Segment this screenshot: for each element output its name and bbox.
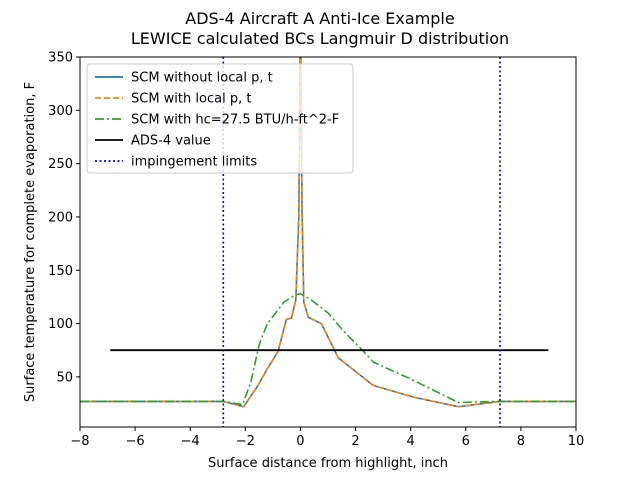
legend-label: SCM without local p, t [131,71,273,86]
x-tick-label: 6 [462,434,470,449]
legend-label: SCM with local p, t [131,92,251,107]
y-tick-label: 150 [48,264,73,279]
series-scm-with-local-p-t [80,57,576,408]
chart-title: ADS-4 Aircraft A Anti-Ice Example [185,9,454,28]
y-tick-label: 50 [56,370,73,385]
x-tick-label: 0 [296,434,304,449]
x-tick-label: −6 [126,434,145,449]
y-tick-label: 250 [48,157,73,172]
plot-frame [79,56,577,428]
x-tick-label: 8 [517,434,525,449]
x-tick-label: −2 [236,434,255,449]
y-axis-label: Surface temperature for complete evapora… [23,82,38,402]
y-tick-label: 200 [48,210,73,225]
y-tick-label: 100 [48,317,73,332]
legend-label: SCM with hc=27.5 BTU/h-ft^2-F [131,113,339,128]
x-tick-label: −4 [181,434,200,449]
legend-box [86,63,354,174]
chart-subtitle: LEWICE calculated BCs Langmuir D distrib… [131,29,509,48]
x-tick-label: 2 [351,434,359,449]
x-axis-label: Surface distance from highlight, inch [208,456,448,471]
y-tick-label: 300 [48,104,73,119]
x-tick-label: 10 [568,434,585,449]
x-tick-label: 4 [407,434,415,449]
x-tick-label: −8 [70,434,89,449]
series-scm-with-hc-27-5-btu-h-ft-2-f [80,292,576,406]
legend-label: impingement limits [131,155,257,170]
legend: SCM without local p, t SCM with local p, … [86,63,354,174]
y-tick-label: 350 [48,51,73,66]
legend-label: ADS-4 value [131,134,211,149]
